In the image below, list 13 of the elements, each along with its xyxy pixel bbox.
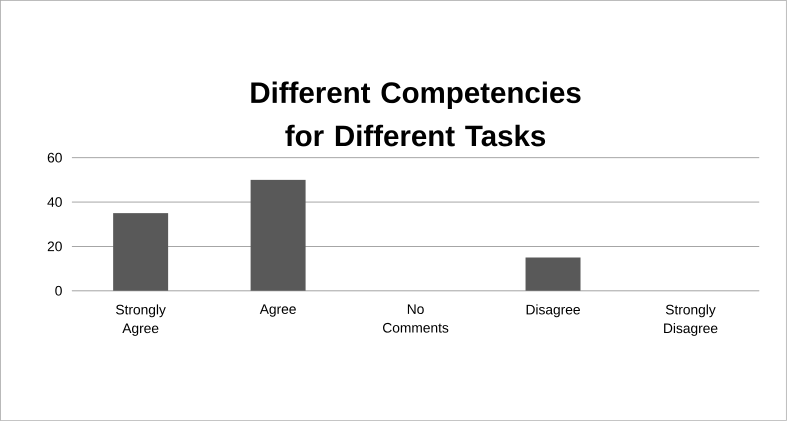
x-tick-label: Strongly Agree — [116, 304, 166, 336]
y-tick-label: 60 — [48, 152, 62, 163]
bar — [250, 180, 306, 291]
x-tick-label: Strongly Disagree — [664, 304, 718, 336]
y-tick-label: 20 — [48, 242, 62, 252]
bar — [526, 258, 581, 291]
x-tick-label: Disagree — [526, 304, 580, 318]
y-tick-label: 40 — [47, 197, 62, 207]
chart-title: Different Competencies for Different Tasks — [251, 82, 581, 146]
y-tick-label: 0 — [55, 286, 62, 296]
x-tick-label: No Comments — [383, 304, 448, 333]
bar — [113, 213, 168, 291]
x-tick-label: Agree — [260, 304, 296, 317]
